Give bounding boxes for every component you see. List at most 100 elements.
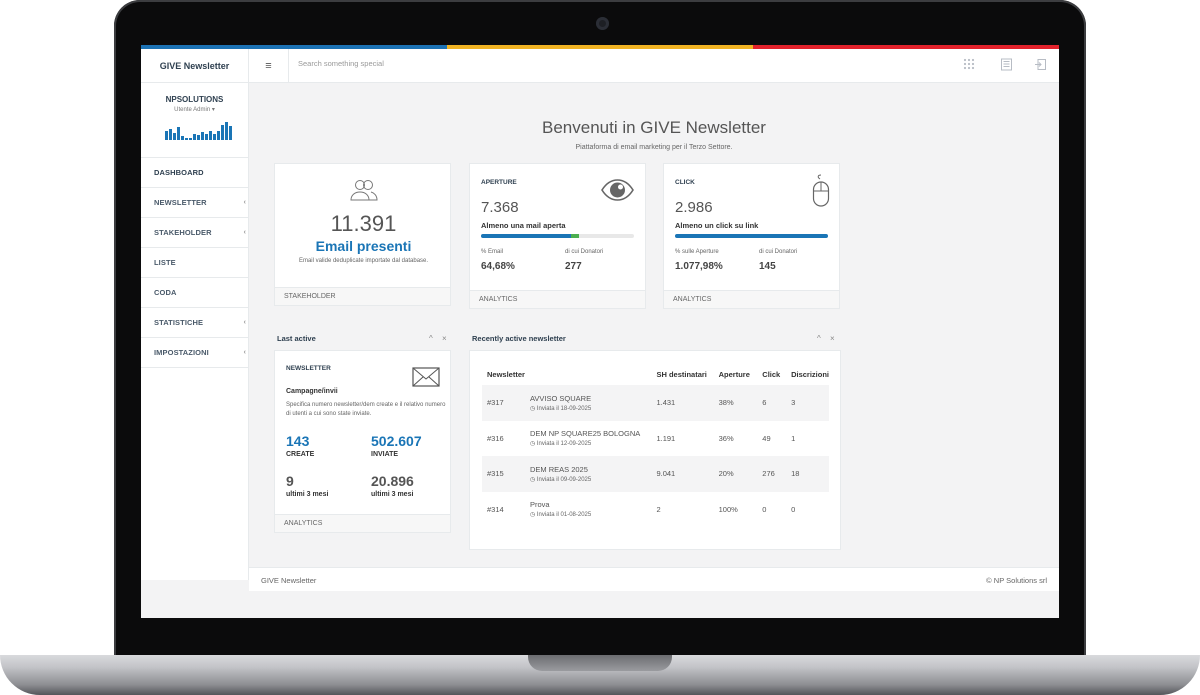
collapse-icon[interactable]: ^ [817, 334, 821, 343]
table-row[interactable]: #317 AVVISO SQUARE ◷ Inviata il 18-09-2025… [482, 385, 829, 421]
click-count: 0 [762, 504, 767, 514]
stat-recent-created-label: ultimi 3 mesi [286, 491, 329, 498]
sidebar-item-label: CODA [154, 288, 177, 297]
newsletter-analytics-link[interactable]: ANALYTICS [275, 514, 450, 532]
screen: GIVE Newsletter ≡ Search something speci… [141, 45, 1059, 618]
top-bar: GIVE Newsletter ≡ Search something speci… [141, 49, 1059, 83]
stat-create-value: 143 [286, 433, 310, 449]
clock-icon: ◷ [529, 476, 536, 483]
logout-icon[interactable] [1034, 58, 1047, 74]
unsub-count: 18 [786, 456, 829, 492]
collapse-icon[interactable]: ^ [429, 334, 433, 343]
col-open[interactable]: Aperture [718, 370, 750, 379]
brand-title[interactable]: GIVE Newsletter [141, 49, 249, 83]
click-count: 276 [757, 456, 787, 492]
unsub-count: 0 [791, 504, 796, 514]
sidebar: NPSOLUTIONS Utente Admin ▾ DASHBOARD NEWS… [141, 83, 249, 580]
page-footer: GIVE Newsletter © NP Solutions srl [249, 567, 1059, 591]
click-analytics-link[interactable]: ANALYTICS [664, 290, 839, 308]
sent-date: ◷ Inviata il 09-09-2025 [529, 476, 592, 483]
strip-blue [141, 45, 447, 49]
strip-red [753, 45, 1059, 49]
aperture-stat2-value: 277 [565, 261, 582, 272]
user-role-dropdown[interactable]: Utente Admin ▾ [174, 107, 215, 113]
clock-icon: ◷ [529, 512, 536, 519]
newsletter-stats-card: NEWSLETTER Campagne/invii Specifica nume… [274, 350, 451, 533]
aperture-label: Almeno una mail aperta [481, 221, 566, 230]
sent-date: ◷ Inviata il 18-09-2025 [529, 405, 592, 412]
sidebar-item-coda[interactable]: CODA [141, 278, 248, 308]
open-rate: 20% [713, 456, 758, 492]
sidebar-item-newsletter[interactable]: NEWSLETTER ‹ [141, 188, 248, 218]
sidebar-item-label: LISTE [154, 258, 176, 267]
aperture-title: APERTURE [481, 179, 517, 186]
newspaper-icon[interactable] [1000, 58, 1013, 74]
stat-recent-sent-value: 20.896 [371, 473, 414, 489]
recent-newsletter-table: Newsletter SH destinatari Aperture Click… [482, 364, 829, 527]
stakeholder-link[interactable]: STAKEHOLDER [275, 287, 450, 305]
col-name [525, 364, 652, 385]
chevron-left-icon: ‹ [243, 229, 246, 236]
table-row[interactable]: #316 DEM NP SQUARE25 BOLOGNA ◷ Inviata il … [482, 421, 829, 457]
col-newsletter[interactable]: Newsletter [487, 370, 525, 379]
color-strip [141, 45, 1059, 49]
sent-date: ◷ Inviata il 01-08-2025 [529, 512, 592, 519]
click-progress [675, 234, 828, 238]
recent-newsletter-title: Recently active newsletter [472, 334, 566, 343]
welcome-subtitle: Piattaforma di email marketing per il Te… [575, 144, 733, 151]
click-stat1-value: 1.077,98% [675, 261, 723, 272]
newsletter-name[interactable]: DEM REAS 2025 [529, 464, 588, 474]
profile-block: NPSOLUTIONS Utente Admin ▾ [141, 83, 248, 158]
menu-toggle-icon[interactable]: ≡ [249, 49, 289, 83]
dest-count: 9.041 [651, 456, 714, 492]
stat-recent-created-value: 9 [286, 473, 294, 489]
sidebar-item-stakeholder[interactable]: STAKEHOLDER ‹ [141, 218, 248, 248]
sent-date: ◷ Inviata il 12-09-2025 [529, 441, 592, 448]
col-click[interactable]: Click [762, 370, 781, 379]
activity-sparkline-icon [165, 122, 232, 140]
stat-inviate-label: INVIATE [371, 451, 399, 458]
stat-create-label: CREATE [286, 451, 315, 458]
newsletter-name[interactable]: DEM NP SQUARE25 BOLOGNA [529, 429, 641, 439]
sidebar-item-dashboard[interactable]: DASHBOARD [141, 158, 248, 188]
sidebar-item-statistiche[interactable]: STATISTICHE ‹ [141, 308, 248, 338]
sidebar-item-label: DASHBOARD [154, 168, 204, 177]
sidebar-nav: DASHBOARD NEWSLETTER ‹ STAKEHOLDER ‹ LISTE COD… [141, 158, 248, 368]
close-icon[interactable]: × [830, 334, 835, 343]
close-icon[interactable]: × [442, 334, 447, 343]
clock-icon: ◷ [529, 441, 536, 448]
aperture-stat1-value: 64,68% [481, 261, 515, 272]
dest-count: 2 [656, 504, 661, 514]
col-unsub[interactable]: Discrizioni [791, 370, 829, 379]
dest-count: 1.431 [651, 385, 714, 421]
eye-icon [601, 179, 634, 201]
sidebar-item-impostazioni[interactable]: IMPOSTAZIONI ‹ [141, 338, 248, 368]
laptop-notch [528, 655, 672, 671]
click-title: CLICK [675, 179, 695, 186]
aperture-stat1-label: % Email [481, 249, 504, 255]
open-rate: 36% [718, 433, 734, 443]
aperture-analytics-link[interactable]: ANALYTICS [470, 290, 645, 308]
newsletter-id: #315 [482, 456, 525, 492]
chevron-left-icon: ‹ [243, 349, 246, 356]
apps-grid-icon[interactable] [963, 58, 975, 73]
open-rate: 38% [713, 385, 758, 421]
newsletter-card-title: NEWSLETTER [286, 365, 331, 372]
camera [596, 17, 609, 30]
strip-yellow [447, 45, 753, 49]
footer-app-name: GIVE Newsletter [261, 576, 317, 585]
col-dest[interactable]: SH destinatari [656, 370, 707, 379]
table-row[interactable]: #314 Prova ◷ Inviata il 01-08-2025 2 100% 0 0 [482, 492, 829, 528]
aperture-card: APERTURE 7.368 Almeno una mail aperta % … [469, 163, 646, 309]
table-body: #317 AVVISO SQUARE ◷ Inviata il 18-09-2025… [482, 385, 829, 527]
table-row[interactable]: #315 DEM REAS 2025 ◷ Inviata il 09-09-2025… [482, 456, 829, 492]
newsletter-name[interactable]: Prova [529, 500, 550, 510]
unsub-count: 3 [786, 385, 829, 421]
sidebar-item-liste[interactable]: LISTE [141, 248, 248, 278]
search-input[interactable]: Search something special [298, 59, 384, 68]
recent-newsletter-card: Newsletter SH destinatari Aperture Click… [469, 350, 841, 550]
sidebar-item-label: STAKEHOLDER [154, 228, 212, 237]
click-stat2-label: di cui Donatori [759, 249, 798, 255]
newsletter-id: #316 [487, 433, 504, 443]
newsletter-name[interactable]: AVVISO SQUARE [529, 393, 592, 403]
